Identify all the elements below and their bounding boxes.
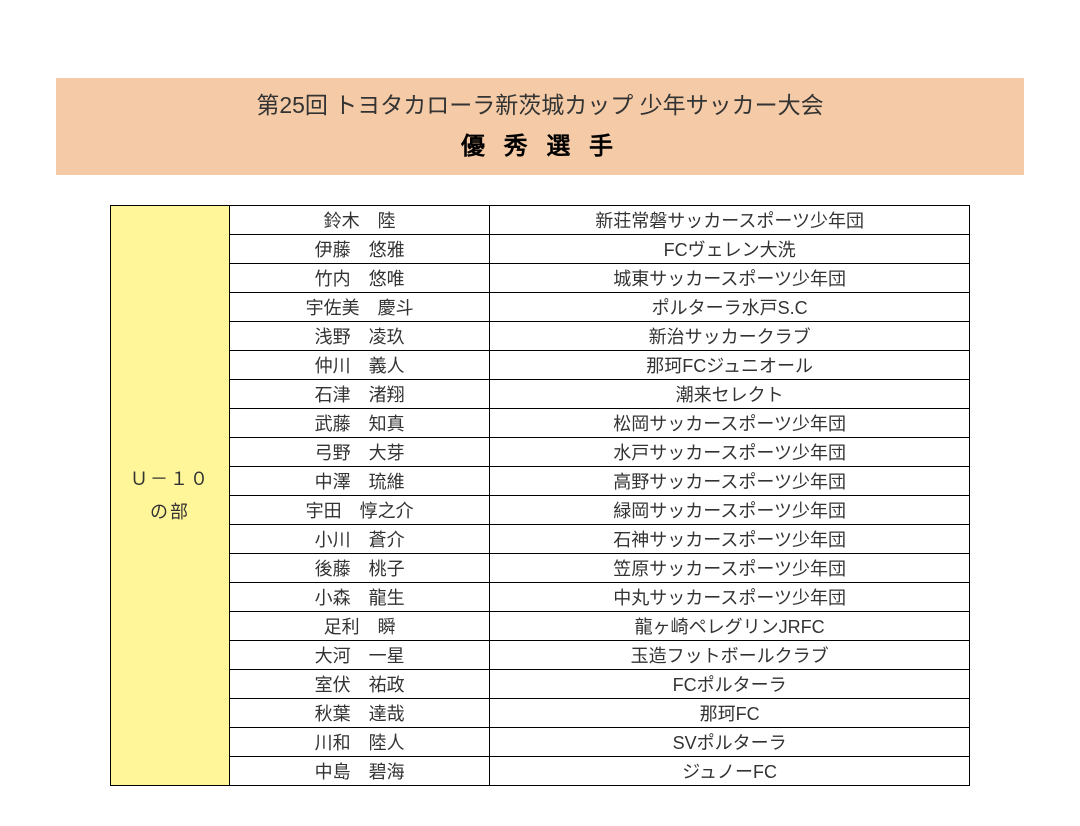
player-team-cell: 高野サッカースポーツ少年団 — [490, 467, 970, 496]
player-name-cell: 武藤 知真 — [230, 409, 490, 438]
player-name-cell: 竹内 悠唯 — [230, 264, 490, 293]
table-row: 武藤 知真松岡サッカースポーツ少年団 — [230, 409, 970, 438]
page-subtitle: 優 秀 選 手 — [56, 126, 1024, 161]
player-team-cell: ポルターラ水戸S.C — [490, 293, 970, 322]
player-name-cell: 小川 蒼介 — [230, 525, 490, 554]
table-row: 小森 龍生中丸サッカースポーツ少年団 — [230, 583, 970, 612]
table-row: 足利 瞬龍ヶ崎ペレグリンJRFC — [230, 612, 970, 641]
player-team-cell: 城東サッカースポーツ少年団 — [490, 264, 970, 293]
player-name-cell: 鈴木 陸 — [230, 206, 490, 235]
player-team-cell: FCヴェレン大洗 — [490, 235, 970, 264]
table-row: 後藤 桃子笠原サッカースポーツ少年団 — [230, 554, 970, 583]
player-team-cell: 新荘常磐サッカースポーツ少年団 — [490, 206, 970, 235]
player-team-cell: 石神サッカースポーツ少年団 — [490, 525, 970, 554]
table-row: 小川 蒼介石神サッカースポーツ少年団 — [230, 525, 970, 554]
player-name-cell: 石津 渚翔 — [230, 380, 490, 409]
player-team-cell: 新治サッカークラブ — [490, 322, 970, 351]
player-name-cell: 仲川 義人 — [230, 351, 490, 380]
players-table-container: Ｕ－１０ の部 鈴木 陸新荘常磐サッカースポーツ少年団伊藤 悠雅FCヴェレン大洗… — [110, 205, 970, 786]
table-row: 竹内 悠唯城東サッカースポーツ少年団 — [230, 264, 970, 293]
player-team-cell: 水戸サッカースポーツ少年団 — [490, 438, 970, 467]
table-row: 伊藤 悠雅FCヴェレン大洗 — [230, 235, 970, 264]
table-row: 中島 碧海ジュノーFC — [230, 757, 970, 786]
player-team-cell: 那珂FCジュニオール — [490, 351, 970, 380]
players-table: 鈴木 陸新荘常磐サッカースポーツ少年団伊藤 悠雅FCヴェレン大洗竹内 悠唯城東サ… — [230, 205, 970, 786]
player-name-cell: 宇田 惇之介 — [230, 496, 490, 525]
player-team-cell: 玉造フットボールクラブ — [490, 641, 970, 670]
player-name-cell: 弓野 大芽 — [230, 438, 490, 467]
player-name-cell: 大河 一星 — [230, 641, 490, 670]
player-team-cell: 那珂FC — [490, 699, 970, 728]
table-row: 鈴木 陸新荘常磐サッカースポーツ少年団 — [230, 206, 970, 235]
table-row: 川和 陸人SVポルターラ — [230, 728, 970, 757]
player-name-cell: 中澤 琉維 — [230, 467, 490, 496]
player-team-cell: ジュノーFC — [490, 757, 970, 786]
table-row: 大河 一星玉造フットボールクラブ — [230, 641, 970, 670]
table-row: 秋葉 達哉那珂FC — [230, 699, 970, 728]
player-team-cell: SVポルターラ — [490, 728, 970, 757]
player-team-cell: FCポルターラ — [490, 670, 970, 699]
table-row: 仲川 義人那珂FCジュニオール — [230, 351, 970, 380]
table-row: 中澤 琉維高野サッカースポーツ少年団 — [230, 467, 970, 496]
player-name-cell: 小森 龍生 — [230, 583, 490, 612]
player-name-cell: 宇佐美 慶斗 — [230, 293, 490, 322]
player-name-cell: 浅野 凌玖 — [230, 322, 490, 351]
header-banner: 第25回 トヨタカローラ新茨城カップ 少年サッカー大会 優 秀 選 手 — [56, 78, 1024, 175]
category-line1: Ｕ－１０ — [130, 463, 210, 495]
category-label: Ｕ－１０ の部 — [110, 205, 230, 786]
table-row: 宇田 惇之介緑岡サッカースポーツ少年団 — [230, 496, 970, 525]
player-team-cell: 潮来セレクト — [490, 380, 970, 409]
player-name-cell: 室伏 祐政 — [230, 670, 490, 699]
player-name-cell: 足利 瞬 — [230, 612, 490, 641]
player-team-cell: 笠原サッカースポーツ少年団 — [490, 554, 970, 583]
table-row: 弓野 大芽水戸サッカースポーツ少年団 — [230, 438, 970, 467]
player-name-cell: 伊藤 悠雅 — [230, 235, 490, 264]
player-name-cell: 後藤 桃子 — [230, 554, 490, 583]
category-line2: の部 — [150, 496, 190, 528]
player-team-cell: 龍ヶ崎ペレグリンJRFC — [490, 612, 970, 641]
page-title: 第25回 トヨタカローラ新茨城カップ 少年サッカー大会 — [56, 86, 1024, 120]
player-team-cell: 中丸サッカースポーツ少年団 — [490, 583, 970, 612]
table-row: 浅野 凌玖新治サッカークラブ — [230, 322, 970, 351]
player-name-cell: 秋葉 達哉 — [230, 699, 490, 728]
table-row: 石津 渚翔潮来セレクト — [230, 380, 970, 409]
player-team-cell: 松岡サッカースポーツ少年団 — [490, 409, 970, 438]
player-team-cell: 緑岡サッカースポーツ少年団 — [490, 496, 970, 525]
table-row: 室伏 祐政FCポルターラ — [230, 670, 970, 699]
player-name-cell: 川和 陸人 — [230, 728, 490, 757]
player-name-cell: 中島 碧海 — [230, 757, 490, 786]
table-row: 宇佐美 慶斗ポルターラ水戸S.C — [230, 293, 970, 322]
